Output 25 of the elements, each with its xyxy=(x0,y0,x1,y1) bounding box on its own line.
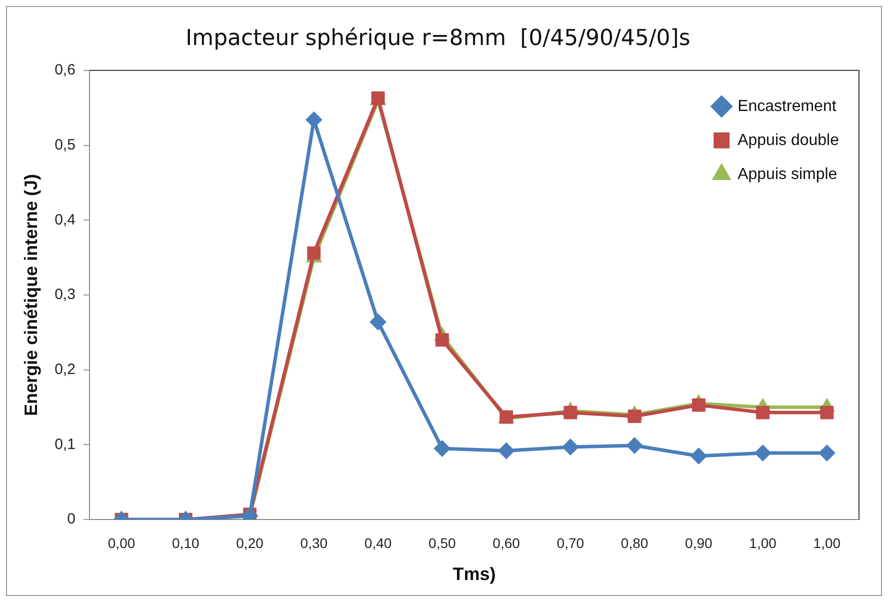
x-tick-label: 0,80 xyxy=(620,534,648,551)
legend-label: Appuis simple xyxy=(738,166,838,183)
y-tick-label: 0,5 xyxy=(54,136,76,154)
x-tick-label: 0,30 xyxy=(300,534,328,551)
legend-label: Encastrement xyxy=(738,98,837,115)
x-axis-title: Tms) xyxy=(452,564,496,584)
x-tick-label: 0,90 xyxy=(685,534,713,551)
y-tick-label: 0 xyxy=(67,510,76,528)
y-tick-label: 0,3 xyxy=(54,286,76,304)
y-tick-label: 0,2 xyxy=(54,361,76,378)
x-tick-label: 0,10 xyxy=(172,534,200,551)
x-tick-label: 0,70 xyxy=(556,534,584,551)
x-tick-label: 1,00 xyxy=(749,534,777,551)
x-tick-label: 1,00 xyxy=(813,534,841,551)
x-tick-label: 0,20 xyxy=(236,534,264,551)
y-axis-title: Energie cinétique interne (J) xyxy=(20,174,41,416)
chart-title: Impacteur sphérique r=8mm [0/45/90/45/0]s xyxy=(186,26,690,51)
x-tick-label: 0,00 xyxy=(108,534,136,551)
x-tick-label: 0,50 xyxy=(428,534,456,551)
y-tick-label: 0,4 xyxy=(54,211,76,228)
y-tick-label: 0,6 xyxy=(54,62,76,79)
x-tick-label: 0,40 xyxy=(364,534,392,551)
legend-label: Appuis double xyxy=(738,132,840,149)
y-tick-label: 0,1 xyxy=(54,436,76,453)
x-tick-label: 0,60 xyxy=(492,534,520,551)
